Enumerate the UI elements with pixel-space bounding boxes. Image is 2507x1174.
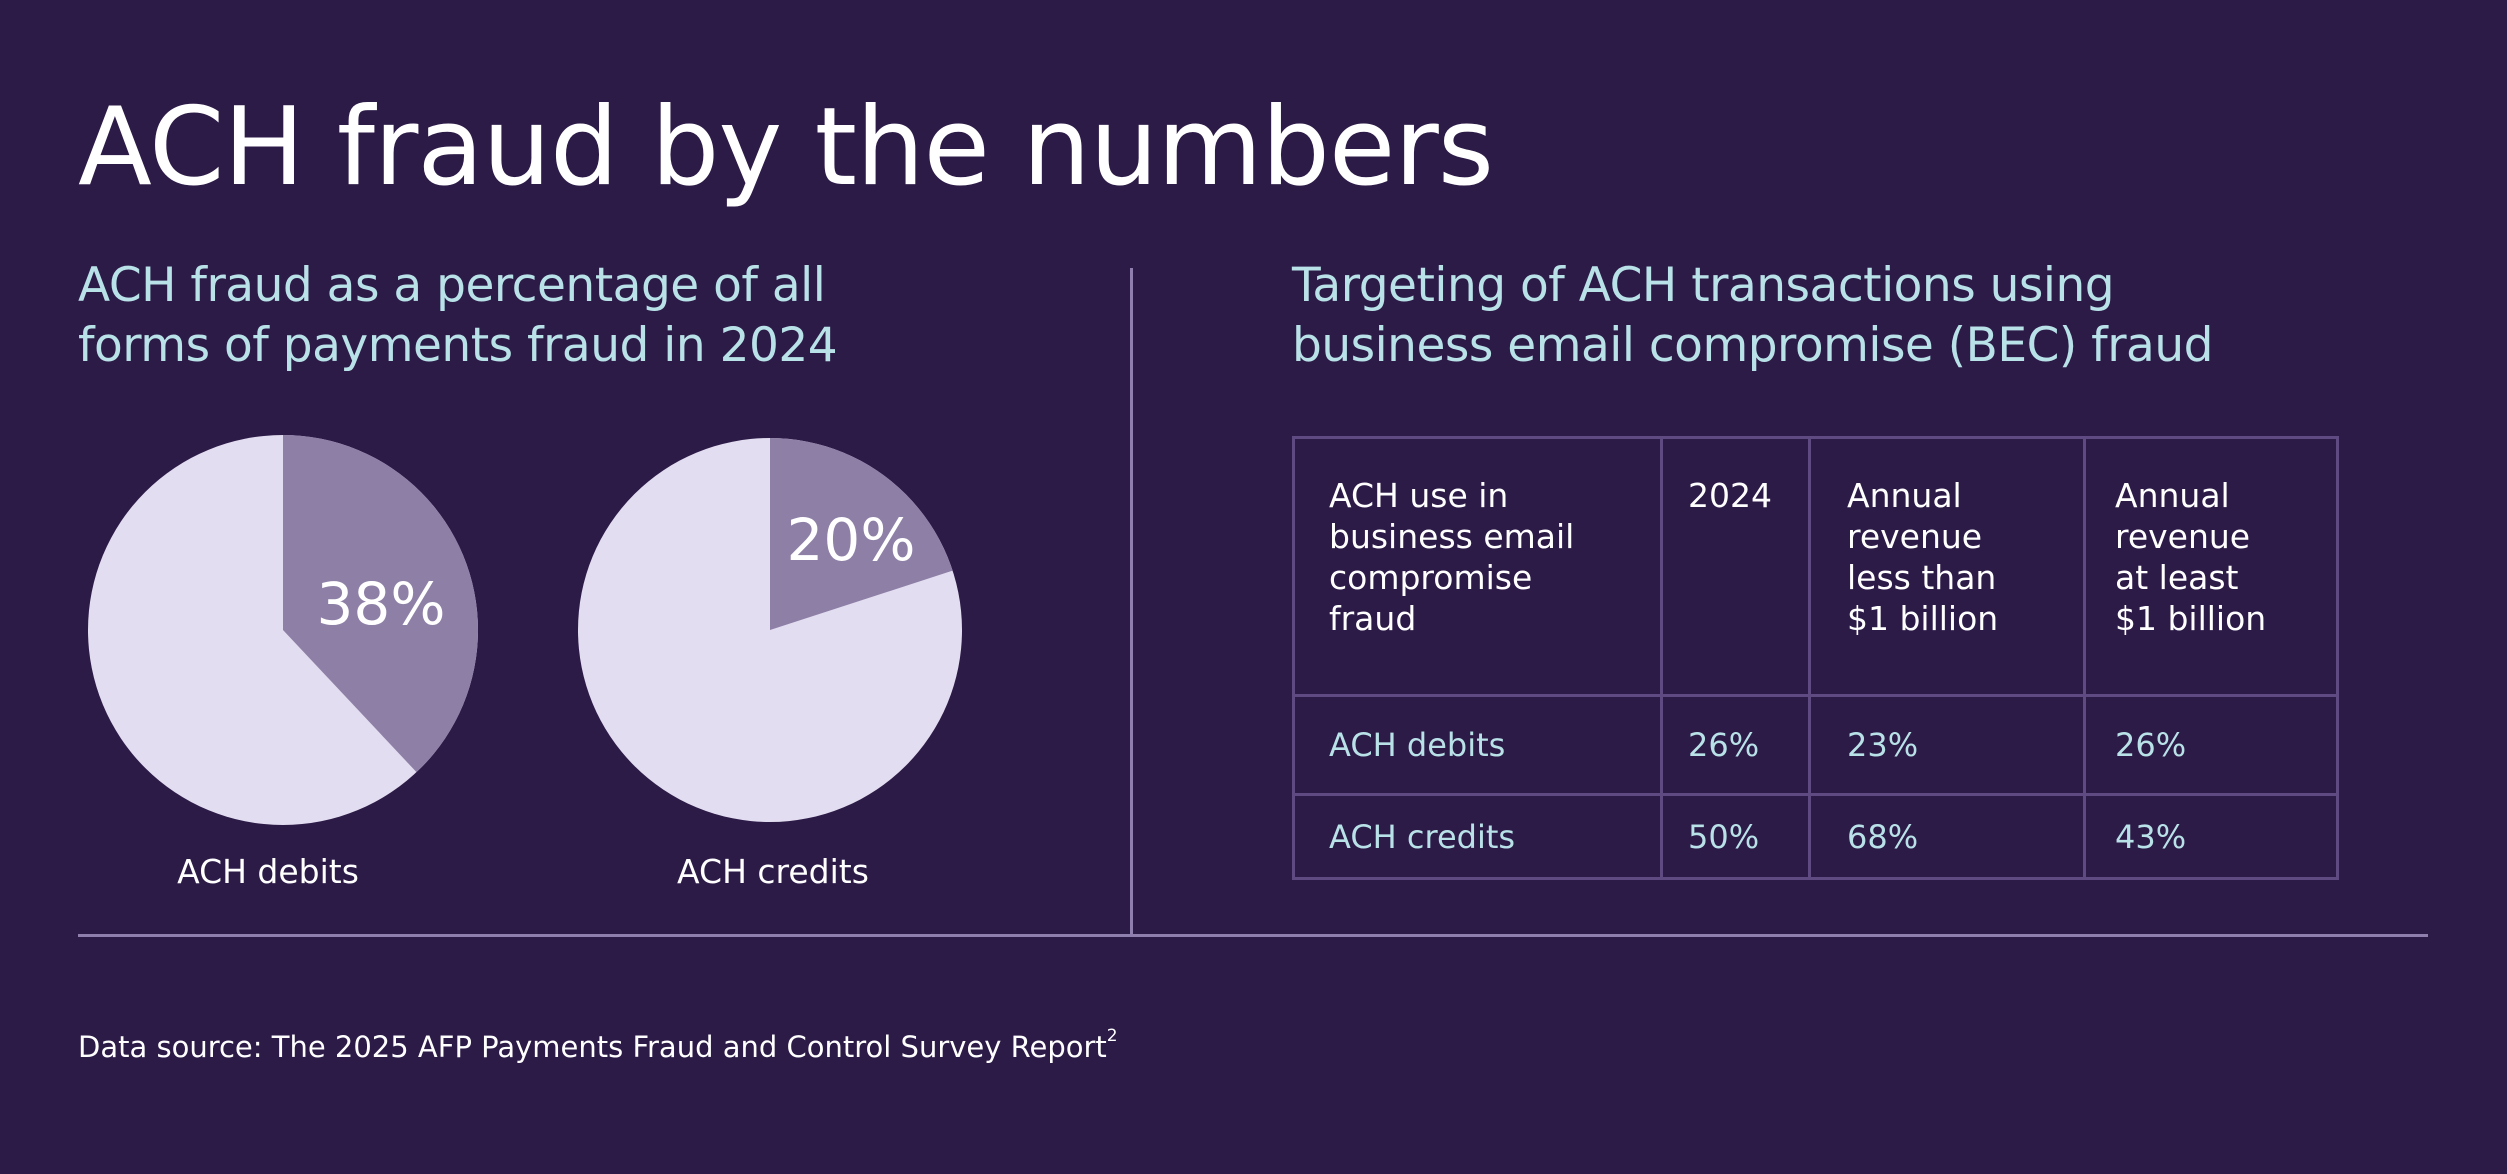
pie-chart-ach-debits: 38% [88, 435, 479, 825]
header-line: at least [2115, 558, 2239, 597]
header-line: revenue [2115, 517, 2251, 556]
pie-label-ach-debits: ACH debits [177, 852, 359, 891]
header-2024: 2024 [1660, 436, 1811, 697]
left-section-heading: ACH fraud as a percentage of all forms o… [78, 256, 838, 376]
cell-at-least-1b: 43% [2083, 793, 2339, 880]
row-label: ACH credits [1292, 793, 1663, 880]
cell-2024: 50% [1660, 793, 1811, 880]
header-line: Annual [1847, 476, 1962, 515]
pie-slice-highlight [283, 435, 479, 773]
cell-less-1b: 68% [1808, 793, 2086, 880]
pie-chart-ach-credits: 20% [578, 438, 962, 822]
right-heading-line-1: Targeting of ACH transactions using [1292, 258, 2115, 313]
right-heading-line-2: business email compromise (BEC) fraud [1292, 318, 2213, 373]
pie-percent-label: 20% [787, 506, 916, 574]
header-line: compromise [1329, 558, 1533, 597]
header-ach-use: ACH use in business email compromise fra… [1292, 436, 1663, 697]
header-line: $1 billion [1847, 599, 1999, 638]
row-label: ACH debits [1292, 694, 1663, 796]
cell-at-least-1b: 26% [2083, 694, 2339, 796]
header-line: ACH use in [1329, 476, 1509, 515]
table-row: ACH credits 50% 68% 43% [1292, 793, 2339, 880]
section-divider [1130, 268, 1133, 936]
header-line: business email [1329, 517, 1575, 556]
right-section-heading: Targeting of ACH transactions using busi… [1292, 256, 2213, 376]
footnote-superscript: 2 [1106, 1026, 1118, 1046]
header-revenue-at-least-1b: Annual revenue at least $1 billion [2083, 436, 2339, 697]
pie-percent-label: 38% [317, 570, 446, 638]
left-heading-line-2: forms of payments fraud in 2024 [78, 318, 838, 373]
bec-table: ACH use in business email compromise fra… [1292, 436, 2339, 880]
header-line: fraud [1329, 599, 1417, 638]
cell-less-1b: 23% [1808, 694, 2086, 796]
header-line: Annual [2115, 476, 2230, 515]
bottom-rule [78, 934, 2428, 937]
data-source-footnote: Data source: The 2025 AFP Payments Fraud… [78, 1026, 1118, 1064]
footnote-text: Data source: The 2025 AFP Payments Fraud… [78, 1030, 1107, 1064]
page-title: ACH fraud by the numbers [78, 85, 1494, 210]
left-heading-line-1: ACH fraud as a percentage of all [78, 258, 826, 313]
pie-label-ach-credits: ACH credits [677, 852, 869, 891]
header-line: 2024 [1688, 476, 1772, 515]
table-header-row: ACH use in business email compromise fra… [1292, 436, 2339, 697]
cell-2024: 26% [1660, 694, 1811, 796]
header-revenue-less-1b: Annual revenue less than $1 billion [1808, 436, 2086, 697]
pie-slice-highlight [770, 438, 953, 630]
header-line: revenue [1847, 517, 1983, 556]
header-line: $1 billion [2115, 599, 2267, 638]
table-row: ACH debits 26% 23% 26% [1292, 694, 2339, 796]
header-line: less than [1847, 558, 1997, 597]
